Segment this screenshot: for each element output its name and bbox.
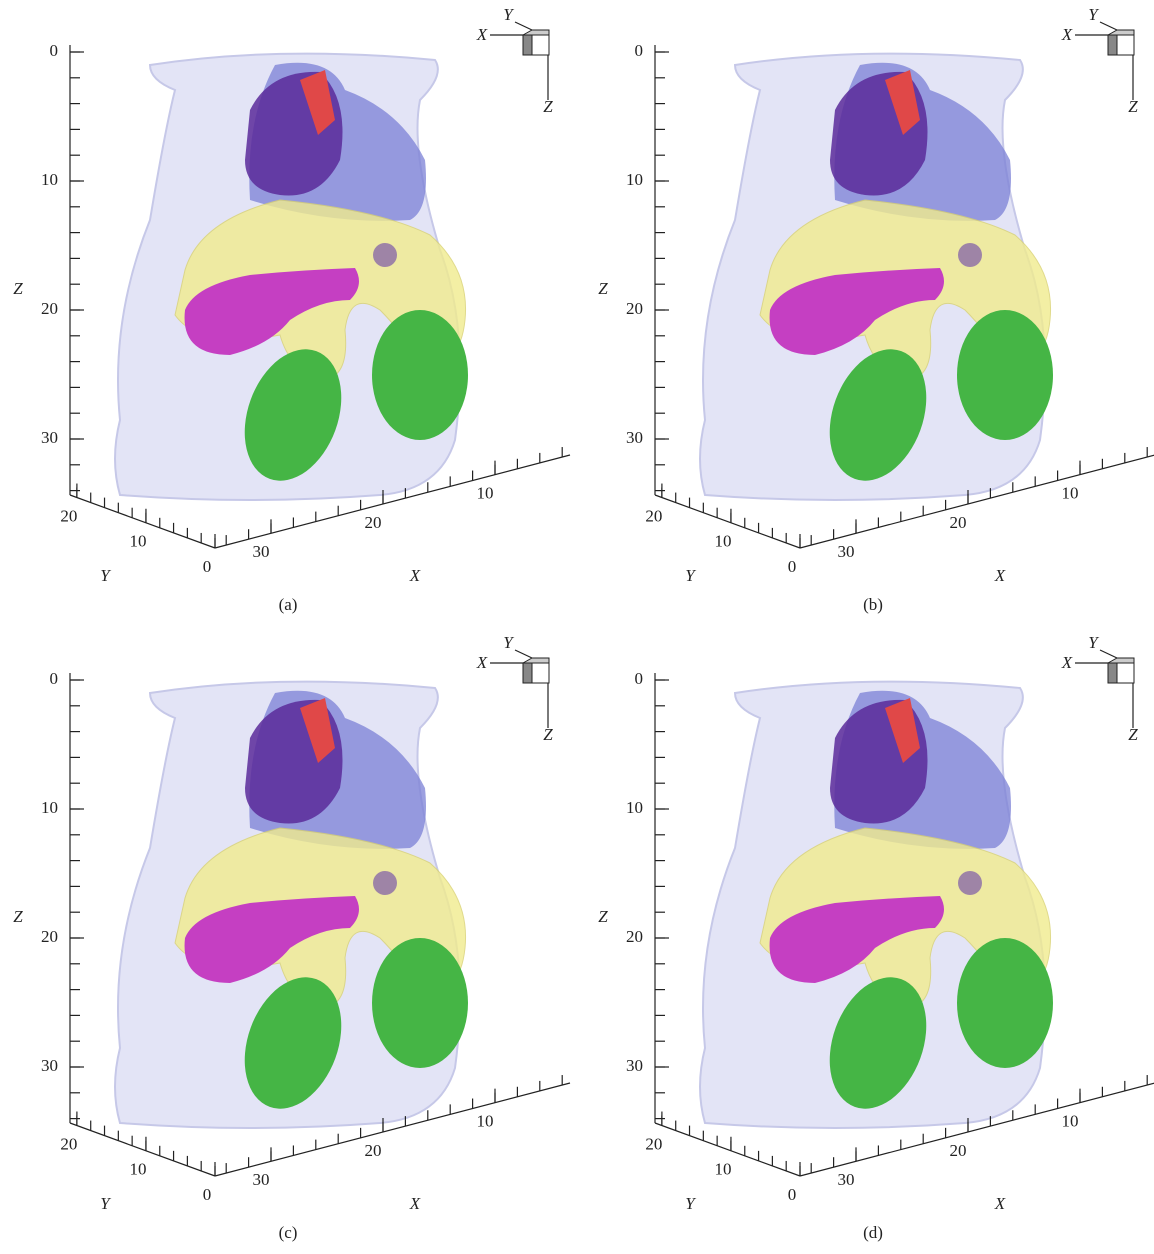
triad-x-label: X bbox=[476, 25, 488, 44]
z-axis-label: Z bbox=[13, 279, 23, 298]
figure: 0102030Z20100Y302010XXYZ(a)0102030Z20100… bbox=[0, 0, 1154, 1254]
triad-y-label: Y bbox=[1088, 5, 1099, 24]
triad-cube-top bbox=[523, 658, 549, 663]
x-axis-label: X bbox=[409, 566, 421, 585]
y-axis-label: Y bbox=[100, 1194, 111, 1213]
z-tick-label: 20 bbox=[41, 299, 58, 318]
triad-y-label: Y bbox=[503, 5, 514, 24]
z-tick-label: 10 bbox=[626, 170, 643, 189]
triad-z-label: Z bbox=[1128, 725, 1138, 744]
x-axis-label: X bbox=[994, 566, 1006, 585]
x-tick-label: 10 bbox=[1062, 1112, 1079, 1131]
z-tick-label: 10 bbox=[41, 798, 58, 817]
rendering bbox=[115, 54, 468, 500]
triad-cube-front bbox=[532, 663, 549, 683]
z-tick-label: 10 bbox=[41, 170, 58, 189]
y-tick-label: 0 bbox=[788, 557, 797, 576]
y-tick-label: 0 bbox=[788, 1185, 797, 1204]
caption: (d) bbox=[863, 1223, 883, 1242]
triad-cube-front bbox=[1117, 35, 1134, 55]
x-tick-label: 30 bbox=[253, 1170, 270, 1189]
triad-cube-top bbox=[1108, 658, 1134, 663]
triad-y-label: Y bbox=[503, 633, 514, 652]
x-tick-label: 20 bbox=[950, 513, 967, 532]
y-axis-label: Y bbox=[100, 566, 111, 585]
triad-cube-front bbox=[532, 35, 549, 55]
y-tick-label: 10 bbox=[714, 1160, 731, 1179]
y-tick-label: 10 bbox=[129, 1160, 146, 1179]
triad-cube-top bbox=[1108, 30, 1134, 35]
x-tick-label: 20 bbox=[365, 1141, 382, 1160]
triad-cube-top bbox=[523, 30, 549, 35]
z-tick-label: 30 bbox=[626, 1056, 643, 1075]
y-tick-label: 0 bbox=[203, 1185, 212, 1204]
y-tick-label: 10 bbox=[714, 532, 731, 551]
triad-x-label: X bbox=[1061, 25, 1073, 44]
y-axis-label: Y bbox=[685, 566, 696, 585]
y-axis-label: Y bbox=[685, 1194, 696, 1213]
y-tick-label: 10 bbox=[129, 532, 146, 551]
x-tick-label: 30 bbox=[253, 542, 270, 561]
z-axis-label: Z bbox=[598, 907, 608, 926]
triad-cube-front bbox=[1117, 663, 1134, 683]
x-tick-label: 20 bbox=[950, 1141, 967, 1160]
z-tick-label: 30 bbox=[626, 428, 643, 447]
triad-z-label: Z bbox=[1128, 97, 1138, 116]
y-tick-label: 20 bbox=[60, 506, 77, 525]
z-axis-label: Z bbox=[13, 907, 23, 926]
triad-cube-side bbox=[523, 35, 532, 55]
z-tick-label: 20 bbox=[41, 927, 58, 946]
y-tick-label: 20 bbox=[645, 1134, 662, 1153]
caption: (a) bbox=[279, 595, 298, 614]
x-tick-label: 30 bbox=[838, 542, 855, 561]
rendering bbox=[700, 54, 1053, 500]
z-tick-label: 20 bbox=[626, 299, 643, 318]
y-tick-label: 0 bbox=[203, 557, 212, 576]
triad-z-label: Z bbox=[543, 725, 553, 744]
x-axis-label: X bbox=[409, 1194, 421, 1213]
x-tick-label: 10 bbox=[477, 484, 494, 503]
caption: (c) bbox=[279, 1223, 298, 1242]
triad-y bbox=[515, 22, 532, 30]
triad-y-label: Y bbox=[1088, 633, 1099, 652]
rendering bbox=[115, 682, 468, 1128]
z-tick-label: 10 bbox=[626, 798, 643, 817]
x-axis-label: X bbox=[994, 1194, 1006, 1213]
x-tick-label: 30 bbox=[838, 1170, 855, 1189]
caption: (b) bbox=[863, 595, 883, 614]
y-tick-label: 20 bbox=[645, 506, 662, 525]
y-tick-label: 20 bbox=[60, 1134, 77, 1153]
x-tick-label: 10 bbox=[477, 1112, 494, 1131]
z-axis-label: Z bbox=[598, 279, 608, 298]
x-tick-label: 20 bbox=[365, 513, 382, 532]
z-tick-label: 20 bbox=[626, 927, 643, 946]
z-tick-label: 0 bbox=[50, 41, 59, 60]
z-tick-label: 0 bbox=[635, 41, 644, 60]
triad-cube-side bbox=[1108, 663, 1117, 683]
triad-x-label: X bbox=[1061, 653, 1073, 672]
triad-cube-side bbox=[523, 663, 532, 683]
triad-y bbox=[1100, 650, 1117, 658]
triad-cube-side bbox=[1108, 35, 1117, 55]
rendering bbox=[700, 682, 1053, 1128]
x-tick-label: 10 bbox=[1062, 484, 1079, 503]
triad-z-label: Z bbox=[543, 97, 553, 116]
triad-y bbox=[1100, 22, 1117, 30]
z-tick-label: 0 bbox=[635, 669, 644, 688]
z-tick-label: 30 bbox=[41, 1056, 58, 1075]
z-tick-label: 0 bbox=[50, 669, 59, 688]
triad-x-label: X bbox=[476, 653, 488, 672]
triad-y bbox=[515, 650, 532, 658]
z-tick-label: 30 bbox=[41, 428, 58, 447]
